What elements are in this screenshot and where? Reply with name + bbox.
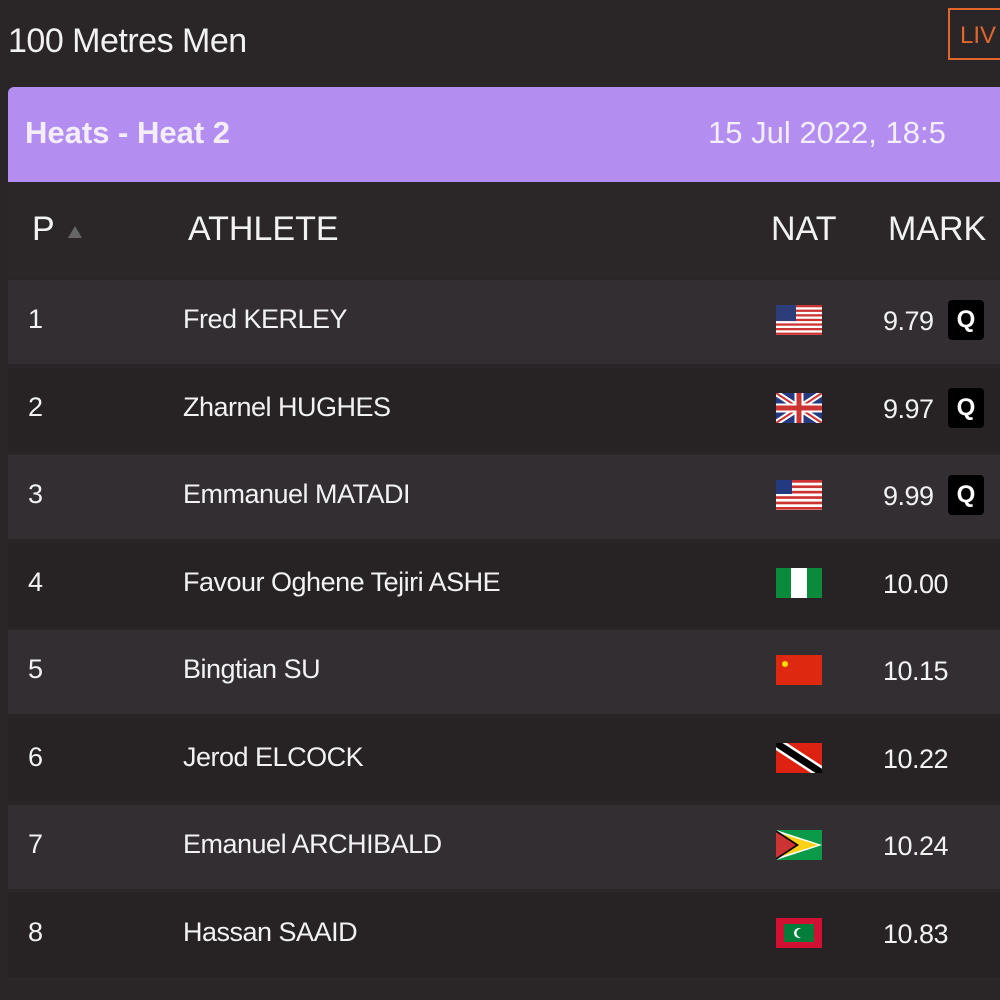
flag-icon — [774, 389, 824, 426]
mark: 10.83 — [883, 918, 949, 949]
table-row — [8, 367, 1000, 452]
mark: 9.97 — [883, 393, 934, 424]
page-title: 100 Metres Men — [8, 22, 247, 60]
athlete: Jerod ELCOCK — [183, 741, 364, 772]
table-header — [8, 185, 1000, 277]
flag — [776, 305, 822, 340]
flag-icon — [776, 567, 822, 598]
flag-icon — [776, 655, 822, 685]
table-row — [8, 542, 1000, 627]
flag-icon — [776, 480, 822, 510]
position: 6 — [28, 741, 43, 772]
mark: 9.79 — [883, 306, 934, 336]
position: 1 — [28, 304, 43, 334]
position: 8 — [28, 916, 43, 947]
mark: 10.22 — [883, 743, 949, 774]
sort-icon — [68, 226, 82, 238]
athlete: Emmanuel MATADI — [183, 479, 411, 509]
mark: 9.99 — [883, 481, 934, 511]
mark: 10.24 — [883, 831, 949, 861]
qualifier: Q — [948, 475, 984, 515]
datetime: 15 Jul 2022, 18:5 — [708, 115, 946, 150]
mark: 10.00 — [883, 568, 949, 599]
position: 5 — [28, 654, 43, 684]
flag — [772, 737, 826, 778]
live-badge[interactable]: LIV — [948, 8, 1000, 60]
flag — [776, 480, 822, 515]
position: 2 — [28, 391, 43, 422]
qualifier: Q — [948, 300, 984, 340]
flag-icon — [776, 830, 822, 860]
athlete: Zharnel HUGHES — [183, 391, 391, 422]
column-header: ATHLETE — [188, 210, 339, 248]
mark: 10.15 — [883, 656, 949, 686]
position: 3 — [28, 479, 43, 509]
athlete: Favour Oghene Tejiri ASHE — [183, 566, 501, 597]
table-row — [8, 630, 1000, 714]
table-row — [8, 455, 1000, 539]
athlete: Hassan SAAID — [183, 916, 358, 947]
round: Heats - Heat 2 — [25, 115, 231, 150]
flag — [776, 917, 822, 953]
athlete: Fred KERLEY — [183, 304, 348, 334]
column-header[interactable]: P — [32, 210, 55, 248]
column-header: MARK — [888, 210, 987, 248]
flag-icon — [776, 917, 822, 948]
event-bar — [8, 87, 1000, 182]
column-header: NAT — [771, 210, 837, 248]
flag-icon — [776, 305, 822, 335]
position: 4 — [28, 566, 43, 597]
flag — [776, 655, 822, 690]
flag — [774, 389, 824, 428]
table-row — [8, 805, 1000, 889]
qualifier: Q — [948, 387, 984, 428]
flag — [776, 830, 822, 865]
table-row — [8, 717, 1000, 802]
table-row — [8, 280, 1000, 364]
athlete: Emanuel ARCHIBALD — [183, 829, 442, 859]
table-row — [8, 892, 1000, 977]
flag-icon — [772, 737, 826, 778]
athlete: Bingtian SU — [183, 654, 321, 684]
flag — [776, 567, 822, 603]
position: 7 — [28, 829, 43, 859]
